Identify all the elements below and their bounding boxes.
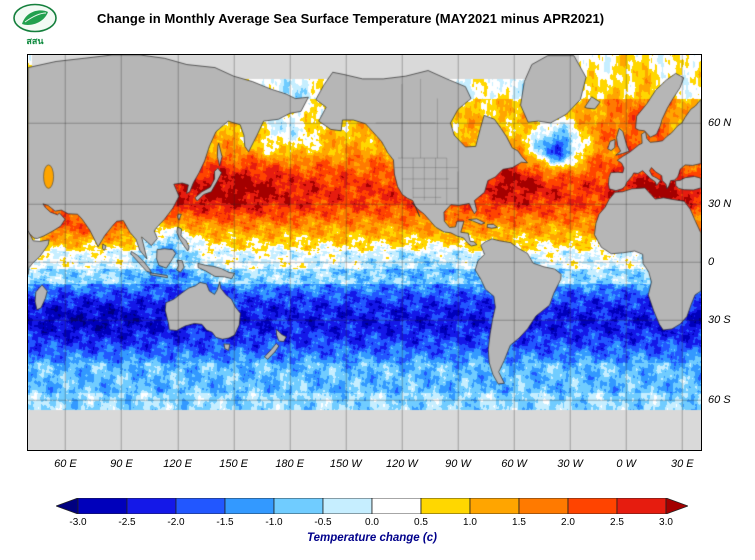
lat-label: 30 S (708, 313, 731, 326)
lon-label: 150 W (329, 458, 362, 470)
lon-label: 60 W (501, 458, 527, 470)
colorbar-tick-label: -2.0 (167, 517, 185, 528)
lon-label: 30 E (670, 458, 694, 470)
colorbar-tick-label: -1.0 (265, 517, 283, 528)
colorbar-tick-label: 2.5 (610, 517, 624, 528)
colorbar-tick-label: -2.5 (118, 517, 136, 528)
lat-label: 0 (708, 255, 715, 268)
longitude-axis: 60 E 90 E 120 E 150 E 180 E 150 W 120 W 90 W 60 … (28, 458, 701, 474)
lon-label: 180 E (275, 458, 305, 470)
colorbar-svg (54, 497, 690, 515)
colorbar-tick-label: 0.0 (365, 517, 379, 528)
colorbar-tick-label: -1.5 (216, 517, 234, 528)
lat-label: 60 N (708, 117, 732, 129)
lon-label: 90 E (110, 458, 133, 470)
colorbar-tick-label: 3.0 (659, 517, 673, 528)
colorbar-caption: Temperature change (c) (307, 532, 437, 544)
lon-label: 0 W (616, 458, 636, 470)
colorbar: -3.0 -2.5 -2.0 -1.5 -1.0 -0.5 0.0 0.5 1.0 1.5 2.0 2… (54, 497, 690, 552)
latitude-axis: 60 N 30 N 0 30 S 60 S (708, 55, 752, 450)
page-title: Change in Monthly Average Sea Surface Te… (97, 11, 605, 26)
colorbar-ticks: -3.0 -2.5 -2.0 -1.5 -1.0 -0.5 0.0 0.5 1.0 1.5 2.0 2… (56, 517, 688, 530)
org-logo: สสน (10, 3, 60, 46)
map-frame (27, 54, 702, 451)
colorbar-tick-label: 0.5 (414, 517, 428, 528)
colorbar-tick-label: 1.0 (463, 517, 477, 528)
logo-text: สสน (26, 36, 44, 46)
colorbar-tick-label: -3.0 (69, 517, 87, 528)
lon-label: 120 E (163, 458, 192, 470)
lon-label: 90 W (445, 458, 471, 470)
sst-map-canvas (28, 55, 701, 450)
lat-label: 60 S (708, 394, 731, 407)
colorbar-scale (54, 497, 690, 519)
colorbar-tick-label: 1.5 (512, 517, 526, 528)
lon-label: 150 E (219, 458, 248, 470)
lon-label: 120 W (385, 458, 418, 470)
colorbar-tick-label: -0.5 (314, 517, 332, 528)
lon-label: 30 W (557, 458, 583, 470)
lon-label: 60 E (54, 458, 77, 470)
lat-label: 30 N (708, 197, 732, 210)
colorbar-tick-label: 2.0 (561, 517, 575, 528)
logo-leaf-icon (13, 3, 57, 33)
